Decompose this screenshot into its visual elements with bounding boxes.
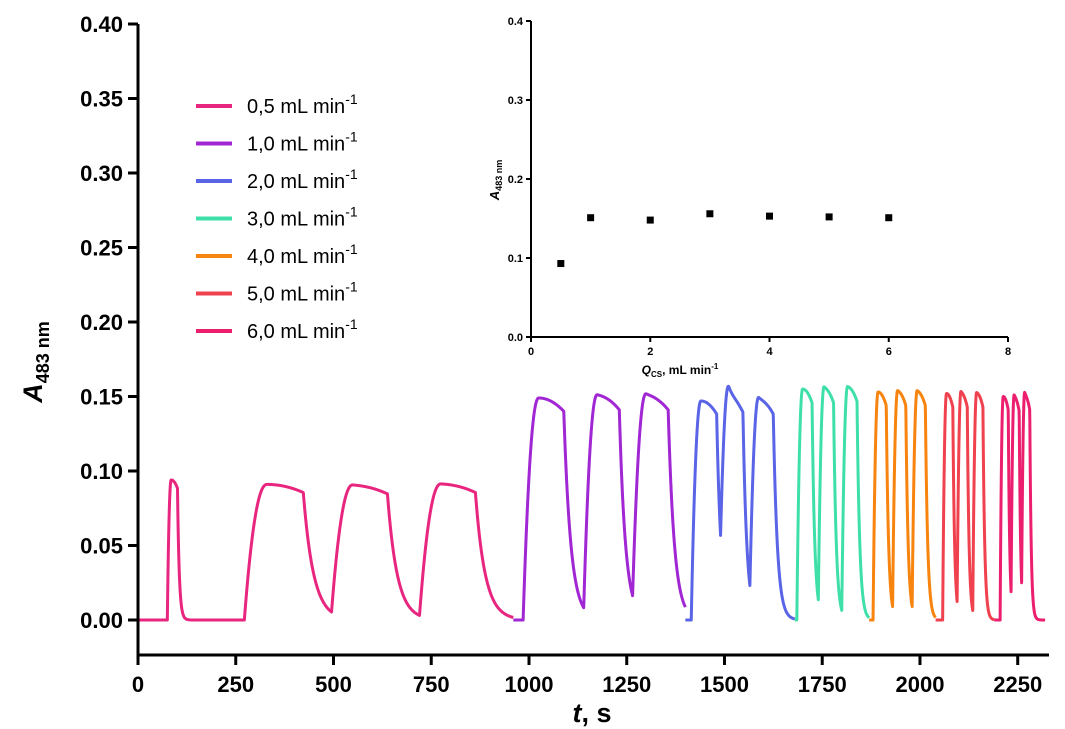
main-y-tick-label: 0.00 bbox=[80, 608, 123, 633]
inset-x-axis-title-main: Q bbox=[642, 363, 652, 377]
inset-y-tick-label: 0.4 bbox=[508, 16, 524, 28]
legend-item-6: 5,0 mL min-1 bbox=[196, 279, 358, 306]
main-x-axis-title: t, s bbox=[572, 698, 611, 728]
legend-label: 3,0 mL min-1 bbox=[247, 204, 358, 231]
inset-y-tick-label: 0.0 bbox=[508, 332, 523, 344]
inset-points bbox=[557, 210, 893, 268]
legend-item-5: 4,0 mL min-1 bbox=[196, 241, 358, 268]
main-axes: 0.000.050.100.150.200.250.300.350.400 250… bbox=[80, 12, 1049, 697]
legend-item-7: 6,0 mL min-1 bbox=[196, 316, 358, 343]
inset-x-axis-title-sub: CS bbox=[651, 370, 663, 379]
inset-data-point bbox=[766, 212, 773, 220]
series-line-7 bbox=[992, 390, 1047, 622]
legend-item-4: 3,0 mL min-1 bbox=[196, 204, 358, 231]
inset-data-point bbox=[587, 214, 595, 222]
inset-y-tick-label: 0.2 bbox=[508, 174, 523, 186]
series-line-5 bbox=[867, 389, 937, 622]
inset-x-tick-label: 4 bbox=[766, 346, 773, 358]
inset-data-point bbox=[646, 216, 654, 224]
inset-y-axis-title-main: A bbox=[487, 191, 502, 201]
legend-label: 1,0 mL min-1 bbox=[247, 129, 358, 156]
inset-y-tick-label: 0.1 bbox=[508, 253, 523, 265]
inset-x-axis-title: QCS, mL min-1 bbox=[642, 362, 719, 379]
legend-label: 0,5 mL min-1 bbox=[247, 91, 358, 118]
main-x-tick-label: 250 bbox=[217, 672, 254, 697]
legend-item-1: 0,5 mL min-1 bbox=[196, 91, 358, 118]
legend-label: 6,0 mL min-1 bbox=[247, 316, 358, 343]
main-x-tick-label: 750 bbox=[413, 672, 450, 697]
legend-label: 2,0 mL min-1 bbox=[247, 166, 358, 193]
main-y-tick-label: 0.25 bbox=[80, 236, 123, 261]
main-y-tick-label: 0.20 bbox=[80, 310, 123, 335]
inset-x-axis-title-sup: -1 bbox=[711, 362, 719, 371]
inset-data-point bbox=[825, 213, 833, 221]
main-x-tick-label: 1500 bbox=[700, 672, 749, 697]
inset-x-axis-title-unit: , mL min bbox=[662, 363, 711, 377]
legend-item-3: 2,0 mL min-1 bbox=[196, 166, 358, 193]
main-plot: 0.000.050.100.150.200.250.300.350.400 250… bbox=[18, 12, 1049, 728]
inset-data-point bbox=[885, 214, 893, 222]
main-y-tick-label: 0.05 bbox=[80, 534, 123, 559]
main-y-tick-label: 0.15 bbox=[80, 385, 123, 410]
inset-x-tick-label: 8 bbox=[1005, 346, 1011, 358]
inset-axes: 0.0 0.1 0.2 0.3 0.4 0 2 4 6 8 bbox=[508, 16, 1011, 358]
main-y-axis-title-sub: 483 nm bbox=[33, 321, 53, 383]
main-y-tick-label: 0.35 bbox=[80, 87, 123, 112]
main-x-tick-label: 500 bbox=[315, 672, 352, 697]
inset-y-tick-label: 0.3 bbox=[508, 95, 523, 107]
series-line-3 bbox=[684, 384, 797, 622]
main-y-axis-title-main: A bbox=[18, 383, 48, 404]
main-y-tick-label: 0.40 bbox=[80, 12, 123, 37]
inset-y-axis-title-sub: 483 nm bbox=[494, 160, 504, 191]
main-series-lines bbox=[136, 384, 1047, 622]
main-y-tick-label: 0.30 bbox=[80, 161, 123, 186]
inset-data-point bbox=[706, 210, 714, 218]
series-line-1 bbox=[136, 478, 515, 622]
main-x-tick-label: 1000 bbox=[505, 672, 554, 697]
main-x-tick-label: 2000 bbox=[895, 672, 944, 697]
main-x-axis-title-unit: , s bbox=[581, 698, 611, 728]
legend-item-2: 1,0 mL min-1 bbox=[196, 129, 358, 156]
legend-label: 4,0 mL min-1 bbox=[247, 241, 358, 268]
main-x-axis-title-main: t bbox=[572, 698, 582, 728]
main-x-tick-label: 1250 bbox=[602, 672, 651, 697]
inset-y-axis-title: A483 nm bbox=[487, 160, 504, 201]
series-line-2 bbox=[512, 392, 687, 622]
legend-label: 5,0 mL min-1 bbox=[247, 279, 358, 306]
main-x-tick-label: 1750 bbox=[798, 672, 847, 697]
series-line-4 bbox=[793, 385, 871, 622]
inset-data-point bbox=[557, 260, 565, 268]
inset-x-tick-label: 0 bbox=[528, 346, 534, 358]
main-x-tick-label: 0 bbox=[132, 672, 144, 697]
series-line-6 bbox=[934, 390, 996, 622]
main-x-tick-label: 2250 bbox=[993, 672, 1042, 697]
inset-plot: 0.0 0.1 0.2 0.3 0.4 0 2 4 6 8 A483 nm QCS, mL min… bbox=[487, 16, 1011, 379]
inset-x-tick-label: 2 bbox=[647, 346, 653, 358]
main-legend: 0,5 mL min-1 1,0 mL min-1 2,0 mL min-1 3,0 … bbox=[196, 91, 358, 343]
inset-x-tick-label: 6 bbox=[886, 346, 892, 358]
main-y-tick-label: 0.10 bbox=[80, 459, 123, 484]
main-y-axis-title: A483 nm bbox=[18, 321, 53, 404]
